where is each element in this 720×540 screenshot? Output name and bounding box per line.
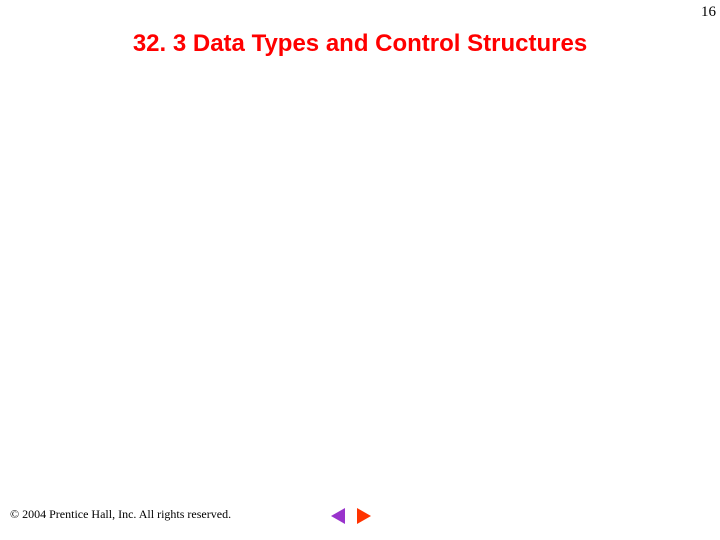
copyright-footer: © 2004 Prentice Hall, Inc. All rights re… — [10, 507, 231, 522]
nav-buttons — [328, 506, 374, 526]
page-number: 16 — [701, 4, 716, 21]
prev-button[interactable] — [328, 506, 348, 526]
next-button[interactable] — [354, 506, 374, 526]
arrow-right-icon — [357, 508, 371, 524]
slide-title: 32. 3 Data Types and Control Structures — [0, 30, 720, 58]
arrow-left-icon — [331, 508, 345, 524]
